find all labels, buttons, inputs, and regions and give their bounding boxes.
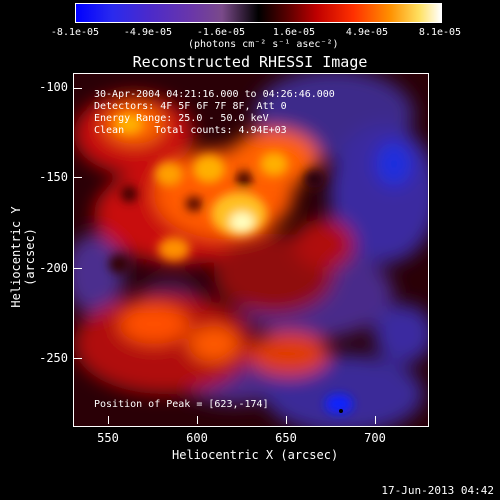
peak-position: Position of Peak = [623,-174]: [94, 399, 269, 410]
x-tick-label: 650: [275, 431, 297, 445]
x-tick-mark: [286, 416, 287, 424]
energy-range: Energy Range: 25.0 - 50.0 keV: [94, 113, 269, 124]
rhessi-image: 30-Apr-2004 04:21:16.000 to 04:26:46.000…: [73, 73, 429, 427]
y-tick-mark: [74, 177, 82, 178]
y-tick-label: -250: [39, 351, 68, 365]
y-tick-label: -200: [39, 261, 68, 275]
x-tick-label: 550: [97, 431, 119, 445]
y-tick-mark: [74, 88, 82, 89]
colorbar-tick: 1.6e-05: [272, 27, 316, 38]
plot-title: Reconstructed RHESSI Image: [132, 53, 368, 71]
x-tick-mark: [197, 416, 198, 424]
x-tick-label: 600: [186, 431, 208, 445]
y-tick-mark: [74, 358, 82, 359]
y-tick-label: -100: [39, 80, 68, 94]
colorbar-tick: -4.9e-05: [123, 27, 173, 38]
x-axis-label: Heliocentric X (arcsec): [172, 448, 339, 462]
clean-info: Clean Total counts: 4.94E+03: [94, 125, 287, 136]
detectors-label: Detectors: 4F 5F 6F 7F 8F, Att 0: [94, 101, 287, 112]
x-tick-mark: [375, 416, 376, 424]
y-tick-mark: [74, 268, 82, 269]
colorbar-tick: -8.1e-05: [50, 27, 100, 38]
colorbar-tick: 8.1e-05: [418, 27, 462, 38]
y-tick-label: -150: [39, 170, 68, 184]
colorbar-tick: 4.9e-05: [345, 27, 389, 38]
image-map: [74, 74, 428, 426]
x-tick-mark: [108, 416, 109, 424]
colorbar-unit: (photons cm⁻² s⁻¹ asec⁻²): [188, 39, 339, 50]
colorbar: [75, 3, 442, 23]
x-tick-label: 700: [364, 431, 386, 445]
time-range: 30-Apr-2004 04:21:16.000 to 04:26:46.000: [94, 89, 335, 100]
colorbar-tick: -1.6e-05: [196, 27, 246, 38]
footer-timestamp: 17-Jun-2013 04:42: [381, 484, 494, 497]
y-axis-label: Heliocentric Y (arcsec): [9, 206, 37, 308]
